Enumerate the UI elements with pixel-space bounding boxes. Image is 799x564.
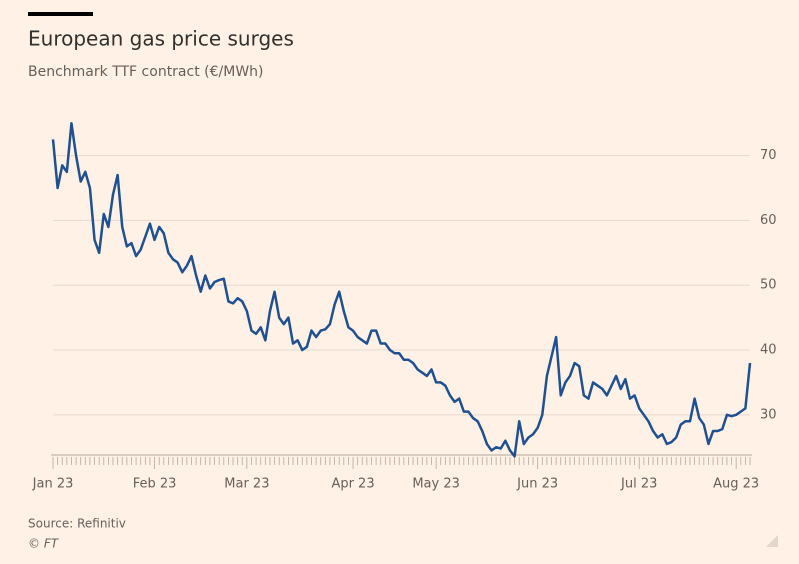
chart-title: European gas price surges — [28, 27, 294, 51]
y-tick-label: 60 — [760, 213, 777, 228]
chart-subtitle: Benchmark TTF contract (€/MWh) — [28, 64, 264, 80]
y-tick-label: 70 — [760, 148, 777, 163]
line-series — [51, 121, 752, 458]
corner-icon — [766, 535, 778, 547]
y-tick-label: 50 — [760, 278, 777, 293]
x-tick-label: Apr 23 — [331, 477, 374, 492]
source: Source: Refinitiv — [28, 517, 126, 531]
x-tick-label: Aug 23 — [713, 477, 759, 492]
x-tick-label: Mar 23 — [224, 477, 269, 492]
y-tick-label: 40 — [760, 343, 777, 358]
y-tick-label: 30 — [760, 407, 777, 422]
x-tick-label: Jan 23 — [32, 477, 74, 492]
x-tick-label: Jul 23 — [620, 477, 657, 492]
brand-bar — [28, 12, 93, 16]
x-tick-label: Jun 23 — [516, 477, 558, 492]
x-tick-label: May 23 — [412, 477, 460, 492]
credit: © FT — [28, 537, 60, 551]
x-tick-label: Feb 23 — [133, 477, 177, 492]
